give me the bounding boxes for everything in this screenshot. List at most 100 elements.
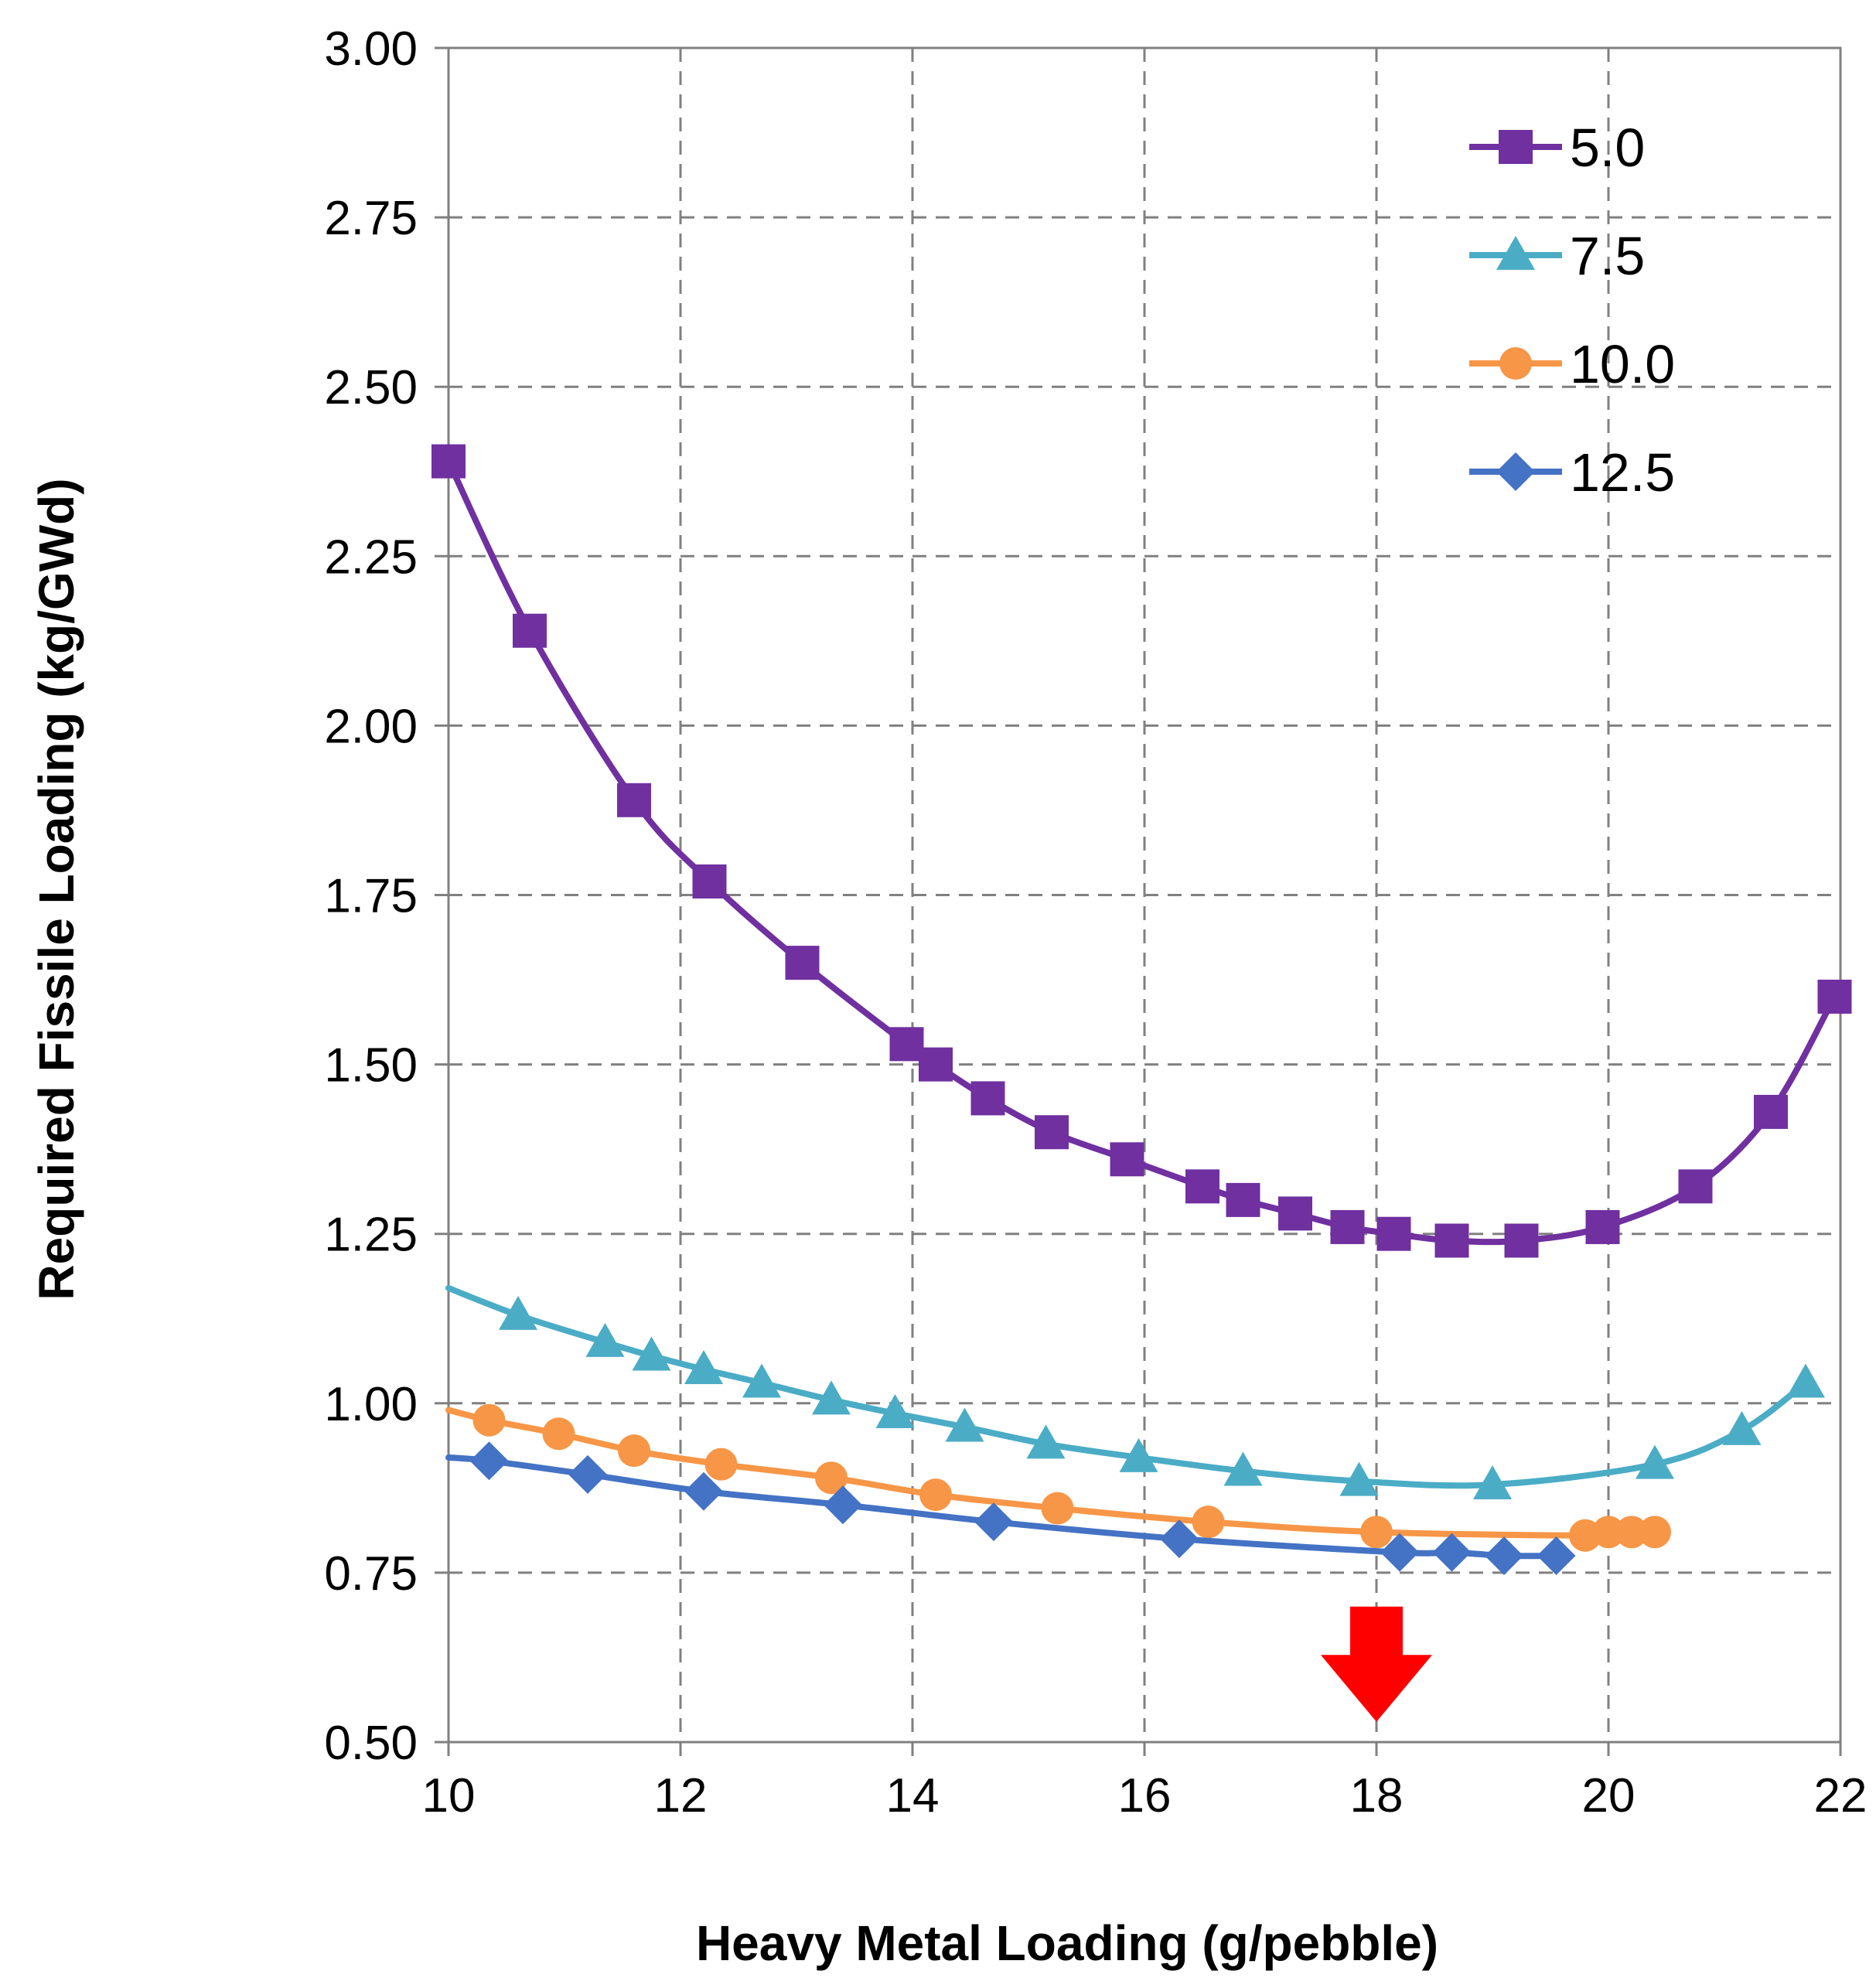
legend-label: 12.5 [1570,442,1675,503]
data-point [692,864,727,899]
x-tick-label: 12 [654,1769,708,1823]
data-point [1380,1533,1419,1572]
data-point [1722,1410,1762,1445]
data-point [1585,1209,1620,1244]
data-point [812,1380,851,1415]
data-point [542,1417,575,1451]
y-tick-label: 1.25 [324,1209,418,1262]
data-point [1754,1094,1788,1129]
data-point [1278,1196,1312,1231]
x-tick-label: 18 [1350,1769,1404,1823]
y-tick-label: 2.75 [324,192,418,245]
legend-marker [1496,452,1535,491]
data-point [1537,1536,1576,1575]
legend-item-7-5: 7.5 [1469,226,1645,286]
y-tick-label: 1.00 [324,1378,418,1431]
data-point [1678,1169,1713,1204]
data-point [684,1471,723,1511]
data-point [945,1407,984,1442]
legend-marker [1499,130,1533,164]
data-point [1223,1451,1263,1486]
data-point [1041,1492,1074,1525]
data-point [1639,1516,1671,1549]
legend-label: 7.5 [1570,226,1645,286]
y-tick-label: 0.75 [324,1547,418,1601]
data-point [1473,1465,1512,1499]
data-point [1615,1516,1648,1549]
series-line-5-0 [445,458,1838,1246]
x-tick-label: 16 [1118,1769,1172,1823]
data-point [1185,1169,1219,1204]
legend-marker [1499,347,1532,380]
data-point [824,1485,862,1525]
data-point [1504,1223,1539,1258]
legend-item-5-0: 5.0 [1469,118,1645,178]
data-point [742,1363,781,1398]
data-point [919,1047,953,1082]
data-point [1432,1533,1472,1572]
x-tick-label: 22 [1814,1769,1867,1823]
data-point [1192,1505,1225,1539]
data-point [513,613,547,648]
data-point [1330,1209,1365,1244]
data-point [1485,1536,1523,1575]
data-point [617,783,651,817]
x-axis-ticks: 10 12 14 16 18 20 22 [422,1742,1867,1823]
data-point [919,1478,952,1512]
data-point [815,1461,848,1495]
x-tick-label: 10 [422,1769,476,1823]
legend-label: 5.0 [1570,118,1645,178]
legend-item-10-0: 10.0 [1469,334,1675,394]
grid-layer [449,46,1840,1742]
data-point [1434,1223,1469,1258]
data-point [1226,1182,1260,1217]
series-line-12-5 [445,1454,1560,1560]
data-point [1592,1516,1625,1549]
data-point [1786,1363,1825,1398]
legend-label: 10.0 [1570,334,1675,394]
red-arrow-icon [1321,1606,1432,1722]
x-axis-title: Heavy Metal Loading (g/pebble) [696,1915,1438,1971]
legend-item-12-5: 12.5 [1469,442,1675,503]
data-point [1035,1115,1069,1150]
data-point [469,1441,509,1481]
data-point [785,946,820,980]
y-tick-label: 3.00 [324,22,418,76]
legend-marker [1496,236,1535,270]
data-point [1160,1519,1199,1559]
data-point [1376,1216,1411,1251]
y-tick-label: 2.25 [324,530,418,584]
data-point [684,1349,723,1384]
data-point [585,1322,625,1357]
y-tick-label: 0.50 [324,1717,418,1770]
data-point [889,1027,924,1062]
data-point [499,1295,537,1330]
data-point [1339,1461,1379,1496]
y-axis-title: Required Fissile Loading (kg/GWd) [29,478,84,1300]
data-point [970,1081,1005,1116]
data-point [1110,1142,1144,1177]
series-10-0 [445,1403,1671,1552]
data-point [1360,1516,1393,1549]
data-point [1636,1444,1674,1479]
y-tick-label: 2.00 [324,700,418,753]
data-point [704,1448,738,1481]
x-tick-label: 14 [886,1769,940,1823]
series-12-5 [445,1441,1576,1575]
data-point [618,1434,650,1468]
data-point [875,1393,915,1428]
data-point [1119,1437,1158,1472]
series-7-5 [445,1284,1825,1499]
annotation-layer [1321,1606,1432,1722]
x-tick-label: 20 [1582,1769,1636,1823]
series-layer [431,444,1852,1575]
data-point [974,1502,1013,1542]
data-point [568,1454,607,1494]
data-point [1817,979,1852,1014]
y-tick-label: 1.50 [324,1039,418,1093]
data-point [472,1403,506,1437]
y-tick-label: 2.50 [324,361,418,414]
y-tick-label: 1.75 [324,870,418,923]
data-point [431,444,466,479]
